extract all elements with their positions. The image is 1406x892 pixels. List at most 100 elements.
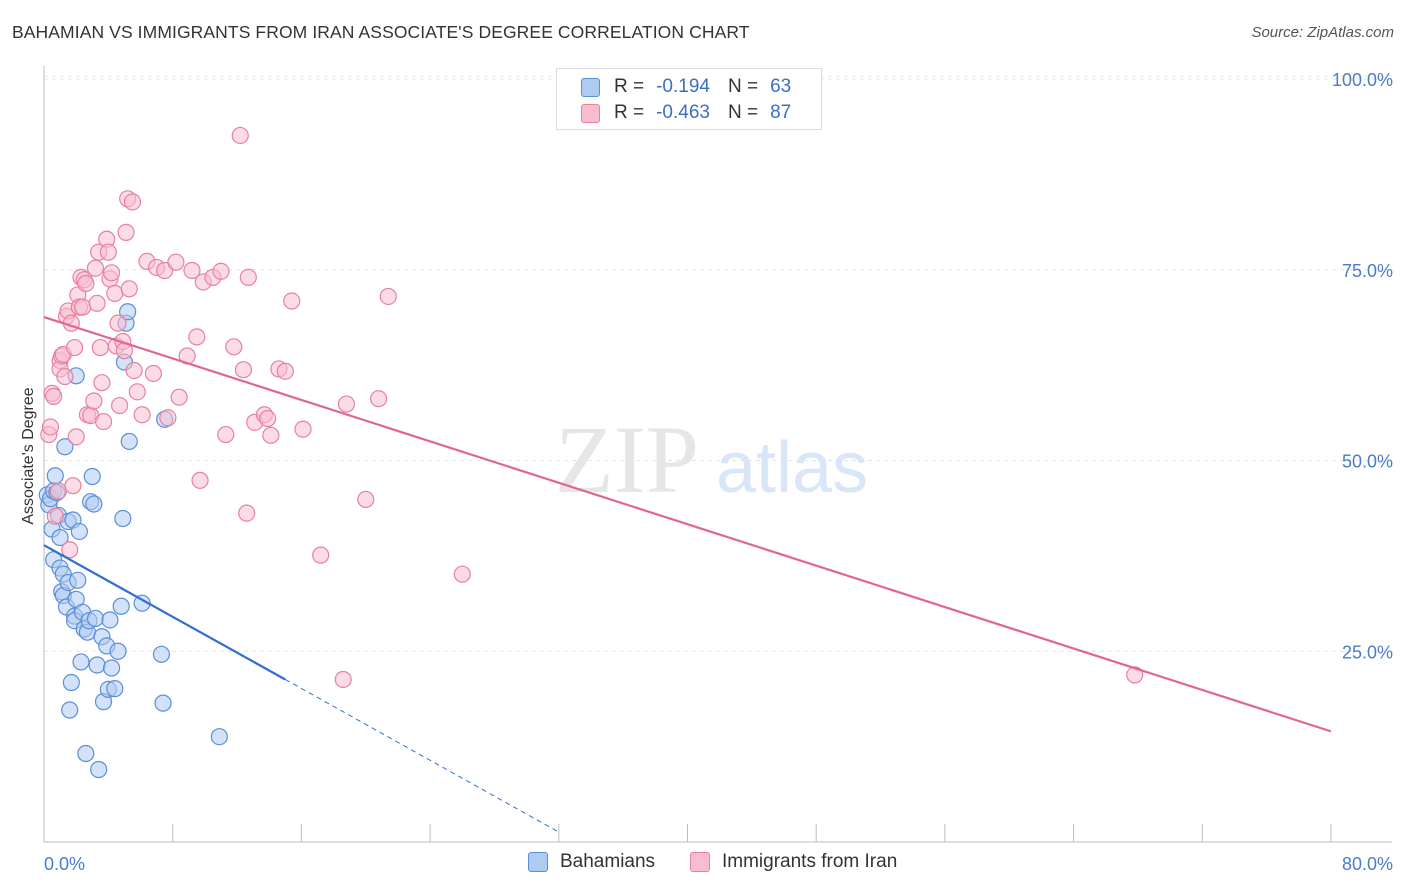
data-point [74, 298, 92, 316]
y-axis-label: Associate's Degree [20, 387, 37, 524]
r-value: -0.194 [656, 76, 710, 97]
data-point [188, 328, 206, 346]
data-point [102, 659, 121, 677]
n-label: N = [727, 76, 759, 97]
correlation-legend: R = -0.194 N = 63 R = -0.463 N = 87 [556, 68, 822, 130]
data-point [61, 701, 79, 719]
data-point [46, 467, 64, 485]
data-point [56, 438, 74, 456]
blue-swatch [528, 852, 548, 872]
legend-row-iran: R = -0.463 N = 87 [581, 101, 791, 125]
data-point [65, 338, 84, 357]
data-point [120, 280, 138, 298]
data-point [77, 274, 95, 293]
r-label: R = [614, 102, 645, 123]
data-point [83, 467, 101, 486]
trend-line-bahamians-extension [285, 679, 560, 833]
data-point [112, 597, 130, 615]
data-point [337, 395, 356, 413]
data-point [167, 253, 185, 271]
data-point [128, 383, 146, 401]
data-point [191, 471, 209, 489]
data-point [91, 338, 109, 357]
data-point [86, 259, 105, 277]
data-point [41, 418, 60, 436]
data-point [102, 264, 121, 282]
series-bahamians [38, 303, 228, 779]
data-point [283, 292, 301, 310]
pink-swatch [690, 852, 710, 872]
legend-label: Bahamians [560, 851, 656, 872]
data-point [51, 528, 69, 547]
data-point [259, 409, 277, 428]
trend-line-iran [43, 316, 1332, 733]
data-point [85, 392, 103, 410]
data-point [99, 243, 117, 261]
axes [43, 66, 1392, 843]
watermark: ZIP atlas [555, 406, 868, 513]
data-point [64, 477, 82, 495]
data-point [217, 425, 235, 444]
data-point [262, 426, 280, 444]
data-point [106, 680, 124, 698]
data-point [453, 565, 471, 583]
n-label: N = [727, 102, 759, 123]
data-point [294, 420, 312, 438]
data-point [276, 362, 294, 380]
blue-swatch [581, 77, 600, 97]
data-point [114, 509, 132, 528]
data-point [123, 193, 142, 211]
data-point [85, 495, 103, 513]
data-point [45, 387, 63, 406]
legend-item-bahamians[interactable]: Bahamians [528, 851, 655, 873]
data-point [120, 432, 138, 451]
data-point [154, 694, 172, 712]
source-credit: Source: ZipAtlas.com [1251, 24, 1394, 41]
data-point [210, 728, 228, 746]
data-point [90, 760, 108, 779]
data-point [239, 268, 257, 286]
data-point [357, 490, 375, 509]
data-point [119, 303, 137, 321]
series-legend: Bahamians Immigrants from Iran [0, 851, 1406, 877]
x-tick-label: 0.0% [44, 854, 85, 874]
data-point [234, 361, 253, 379]
data-point [170, 388, 188, 406]
data-point [70, 522, 88, 541]
data-point [238, 504, 256, 522]
data-point [111, 396, 129, 415]
data-point [225, 338, 243, 356]
data-point [334, 670, 352, 689]
data-point [133, 406, 151, 424]
data-point [69, 571, 87, 589]
legend-row-bahamians: R = -0.194 N = 63 [581, 75, 791, 99]
data-point [56, 367, 74, 386]
data-point [370, 390, 388, 408]
legend-label: Immigrants from Iran [722, 851, 898, 872]
data-point [152, 645, 171, 663]
x-tick-label: 80.0% [1342, 854, 1393, 874]
y-tick-label: 100.0% [1332, 70, 1393, 90]
data-point [379, 287, 397, 306]
watermark-atlas: atlas [716, 428, 868, 508]
data-point [109, 642, 127, 660]
data-point [62, 673, 80, 692]
data-point [77, 744, 95, 763]
data-point [183, 261, 201, 280]
n-value: 87 [770, 102, 792, 123]
data-point [1126, 666, 1144, 684]
data-point [88, 656, 106, 674]
data-point [86, 609, 105, 628]
data-point [49, 482, 68, 500]
data-point [94, 412, 113, 431]
data-point [212, 262, 230, 280]
data-point [61, 541, 79, 559]
data-point [93, 374, 111, 392]
pink-swatch [581, 103, 600, 123]
data-point [144, 364, 162, 383]
data-point [106, 284, 124, 303]
series-iran [40, 126, 1144, 689]
legend-item-iran[interactable]: Immigrants from Iran [690, 851, 897, 873]
data-point [67, 428, 85, 446]
